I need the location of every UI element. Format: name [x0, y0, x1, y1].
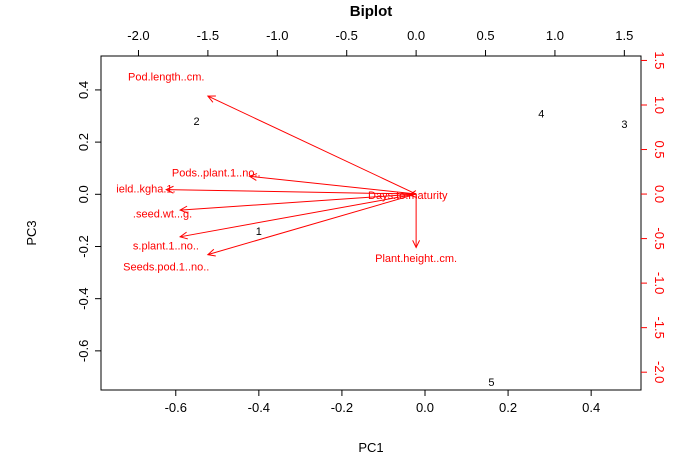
vector-arrowhead	[178, 231, 188, 240]
top-x-tick-label: -1.0	[266, 28, 288, 43]
y-tick-label: 0.4	[76, 81, 91, 99]
observation-label: 1	[256, 226, 262, 238]
y-tick-label: 0.0	[76, 185, 91, 203]
loading-vector	[207, 95, 417, 195]
vector-arrowhead	[206, 95, 216, 103]
loading-vector	[409, 193, 417, 196]
right-y-tick-label: -2.0	[652, 361, 667, 383]
right-y-tick-label: -1.0	[652, 272, 667, 294]
vector-label: s.plant.1..no..	[133, 240, 199, 252]
y-axis-title: PC3	[24, 220, 39, 245]
vector-arrowhead	[408, 190, 417, 198]
right-y-tick-label: 0.5	[652, 140, 667, 158]
vector-label: Days.to.maturity	[368, 190, 448, 202]
top-x-tick-label: -1.5	[197, 28, 219, 43]
vector-label: Pods..plant.1..no..	[172, 168, 261, 180]
vector-label: Pod.length..cm.	[128, 71, 204, 83]
loading-vector	[180, 193, 417, 238]
observation-label: 4	[538, 108, 544, 120]
loading-vector	[180, 193, 417, 211]
observation-label: 3	[621, 119, 627, 131]
top-x-tick-label: 1.5	[615, 28, 633, 43]
top-x-tick-label: -0.5	[336, 28, 358, 43]
x-tick-label: -0.6	[165, 400, 187, 415]
x-tick-label: 0.0	[416, 400, 434, 415]
loading-vector	[207, 193, 417, 256]
vector-label: ield..kgha.1.	[116, 184, 175, 196]
chart-title: Biplot	[350, 3, 393, 20]
observation-label: 2	[193, 116, 199, 128]
x-tick-label: -0.4	[248, 400, 270, 415]
x-tick-label: 0.4	[582, 400, 600, 415]
x-axis-title: PC1	[358, 440, 383, 455]
y-tick-label: -0.4	[76, 287, 91, 309]
observation-label: 5	[488, 377, 494, 389]
right-y-tick-label: 1.0	[652, 96, 667, 114]
vector-label: Seeds.pod.1..no..	[123, 262, 209, 274]
top-x-tick-label: 1.0	[546, 28, 564, 43]
right-y-tick-label: 0.0	[652, 185, 667, 203]
right-y-tick-label: -1.5	[652, 316, 667, 338]
y-tick-label: -0.6	[76, 340, 91, 362]
right-y-tick-label: -0.5	[652, 227, 667, 249]
top-x-tick-label: 0.0	[407, 28, 425, 43]
loading-vector	[249, 175, 417, 195]
vector-label: Plant.height..cm.	[375, 253, 457, 265]
y-tick-label: -0.2	[76, 235, 91, 257]
loading-vector	[166, 189, 417, 195]
y-tick-label: 0.2	[76, 133, 91, 151]
right-y-tick-label: 1.5	[652, 51, 667, 69]
top-x-tick-label: -2.0	[127, 28, 149, 43]
vector-label: .seed.wt...g.	[133, 208, 192, 220]
vector-arrowhead	[248, 173, 258, 181]
vector-arrowhead	[178, 205, 188, 214]
vector-arrowhead	[206, 248, 216, 257]
x-tick-label: 0.2	[499, 400, 517, 415]
x-tick-label: -0.2	[331, 400, 353, 415]
vector-arrowhead	[412, 240, 421, 249]
vector-arrowhead	[165, 185, 174, 194]
top-x-tick-label: 0.5	[476, 28, 494, 43]
plot-frame	[100, 55, 642, 391]
